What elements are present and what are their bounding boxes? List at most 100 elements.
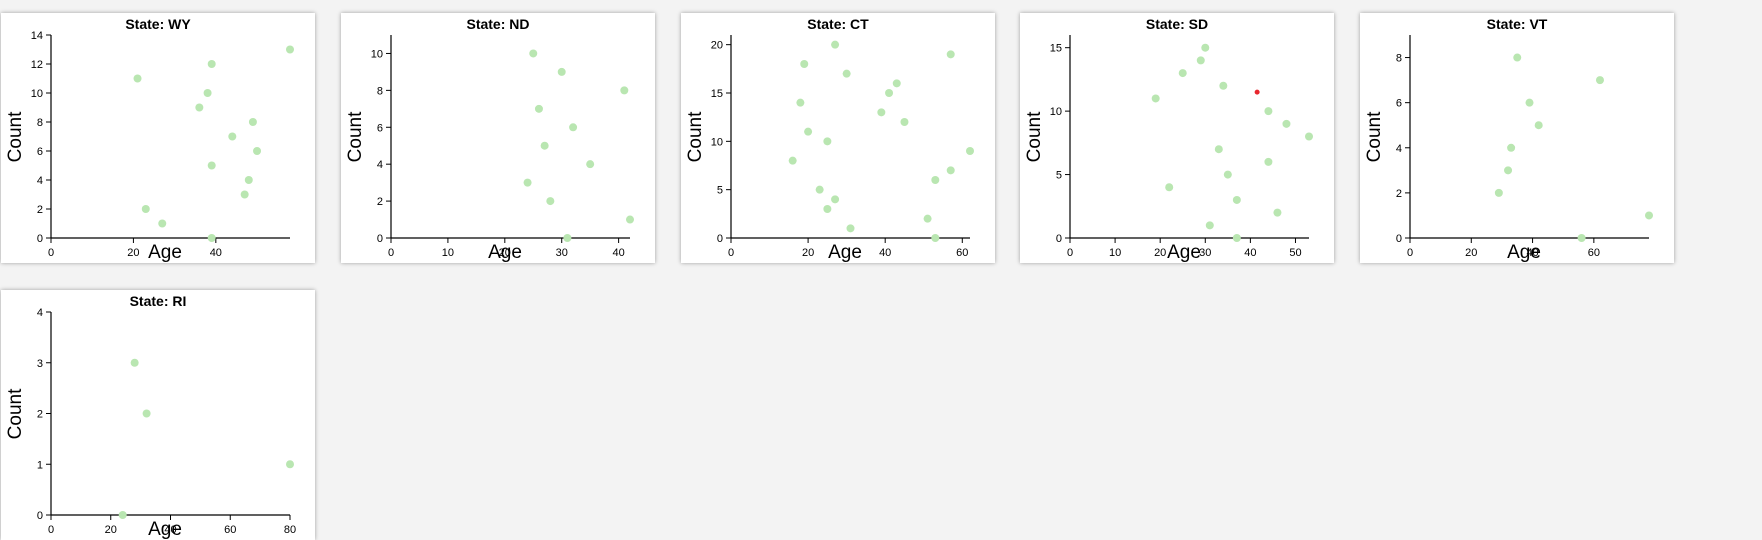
data-point[interactable]: [823, 205, 832, 213]
chart-panel-sd: State: SD 0 5 10 15 0 10 20 30 40 50 Age Count: [1020, 13, 1334, 263]
data-point[interactable]: [286, 460, 294, 469]
x-tick-label: 60: [956, 247, 968, 259]
x-tick-label: 60: [1588, 247, 1600, 259]
data-point[interactable]: [831, 40, 840, 49]
y-tick-label: 6: [1396, 98, 1402, 110]
data-point[interactable]: [846, 224, 855, 233]
data-point[interactable]: [1205, 221, 1214, 230]
data-point[interactable]: [946, 50, 955, 59]
data-point[interactable]: [158, 219, 167, 228]
data-point[interactable]: [800, 60, 809, 68]
data-point[interactable]: [877, 108, 886, 117]
data-point[interactable]: [228, 132, 237, 141]
data-point[interactable]: [1219, 81, 1228, 90]
data-point[interactable]: [885, 89, 894, 97]
data-point[interactable]: [207, 161, 216, 170]
data-point[interactable]: [133, 74, 142, 83]
data-point[interactable]: [966, 147, 974, 155]
data-point[interactable]: [823, 137, 832, 146]
data-point[interactable]: [1196, 56, 1205, 65]
data-point[interactable]: [569, 123, 578, 132]
data-point[interactable]: [141, 205, 150, 213]
data-point[interactable]: [1507, 143, 1516, 152]
data-point[interactable]: [1201, 43, 1210, 52]
x-tick-label: 0: [388, 247, 394, 259]
chart-panel-nd: State: ND 0 2 4 6 8 10 0 10 20 30 40 Age Count: [341, 13, 655, 263]
data-point[interactable]: [240, 190, 249, 199]
data-point[interactable]: [1165, 183, 1174, 192]
data-point[interactable]: [796, 98, 805, 107]
chart-panel-ct: State: CT 0 5 10 15 20 0 20 40 60 Age Count: [681, 13, 995, 263]
y-tick-label: 0: [37, 510, 43, 522]
y-axis-title: Count: [5, 111, 26, 162]
y-tick-label: 15: [1050, 43, 1062, 55]
data-point[interactable]: [1264, 107, 1273, 116]
data-point[interactable]: [529, 49, 538, 58]
data-point[interactable]: [1645, 211, 1653, 220]
data-point[interactable]: [1595, 76, 1604, 85]
x-tick-label: 20: [802, 247, 814, 259]
data-point[interactable]: [540, 141, 549, 150]
data-point[interactable]: [286, 45, 294, 54]
data-point[interactable]: [557, 67, 566, 76]
data-point[interactable]: [1214, 145, 1223, 154]
data-point[interactable]: [1494, 188, 1503, 197]
x-tick-label: 40: [612, 247, 624, 259]
data-point[interactable]: [253, 147, 262, 155]
data-point[interactable]: [248, 118, 257, 126]
data-point[interactable]: [620, 86, 629, 95]
data-point[interactable]: [1178, 69, 1187, 78]
data-point[interactable]: [1534, 121, 1543, 130]
data-point[interactable]: [118, 511, 127, 519]
data-point[interactable]: [1151, 94, 1160, 103]
data-point[interactable]: [1273, 208, 1282, 217]
data-point[interactable]: [931, 176, 940, 184]
data-point[interactable]: [203, 89, 212, 97]
data-point[interactable]: [534, 104, 543, 113]
data-point[interactable]: [1577, 234, 1586, 242]
x-tick-label: 20: [499, 247, 511, 259]
data-point[interactable]: [523, 178, 532, 187]
chart-title: State: ND: [466, 16, 529, 32]
data-point[interactable]: [1525, 98, 1534, 107]
data-point[interactable]: [831, 195, 840, 204]
data-point[interactable]: [1504, 166, 1513, 175]
data-point[interactable]: [142, 409, 151, 418]
data-point[interactable]: [1305, 132, 1313, 141]
data-point[interactable]: [946, 166, 955, 175]
data-point[interactable]: [563, 234, 572, 242]
data-point[interactable]: [1232, 234, 1241, 242]
data-point[interactable]: [1513, 53, 1522, 62]
x-tick-label: 40: [1244, 247, 1256, 259]
data-point[interactable]: [244, 176, 253, 184]
data-point[interactable]: [207, 60, 216, 68]
data-point[interactable]: [788, 156, 797, 165]
x-tick-label: 20: [1154, 247, 1166, 259]
data-point[interactable]: [1223, 170, 1232, 179]
y-axis-title: Count: [1364, 111, 1385, 162]
data-point[interactable]: [626, 215, 634, 224]
data-point[interactable]: [195, 103, 204, 112]
data-point[interactable]: [1282, 119, 1291, 128]
data-point[interactable]: [842, 69, 851, 78]
data-point[interactable]: [586, 160, 595, 169]
y-tick-label: 2: [37, 204, 43, 216]
chart-panel-vt: State: VT 0 2 4 6 8 0 20 40 60 Age Count: [1360, 13, 1674, 263]
data-point[interactable]: [546, 197, 555, 206]
data-point[interactable]: [130, 358, 139, 367]
data-point[interactable]: [931, 234, 940, 242]
data-point[interactable]: [804, 127, 813, 136]
data-point[interactable]: [207, 234, 216, 242]
chart-svg: State: VT 0 2 4 6 8 0 20 40 60 Age Count: [1364, 16, 1653, 263]
data-point[interactable]: [923, 214, 932, 223]
data-point[interactable]: [900, 118, 909, 126]
data-point[interactable]: [1232, 195, 1241, 204]
x-tick-label: 40: [879, 247, 891, 259]
data-point[interactable]: [1264, 157, 1273, 166]
data-point[interactable]: [892, 79, 901, 88]
data-point[interactable]: [815, 185, 824, 194]
y-tick-label: 5: [1056, 170, 1062, 182]
x-axis-title: Age: [1167, 242, 1201, 263]
y-tick-label: 3: [37, 358, 43, 370]
highlight-point[interactable]: [1254, 89, 1260, 95]
